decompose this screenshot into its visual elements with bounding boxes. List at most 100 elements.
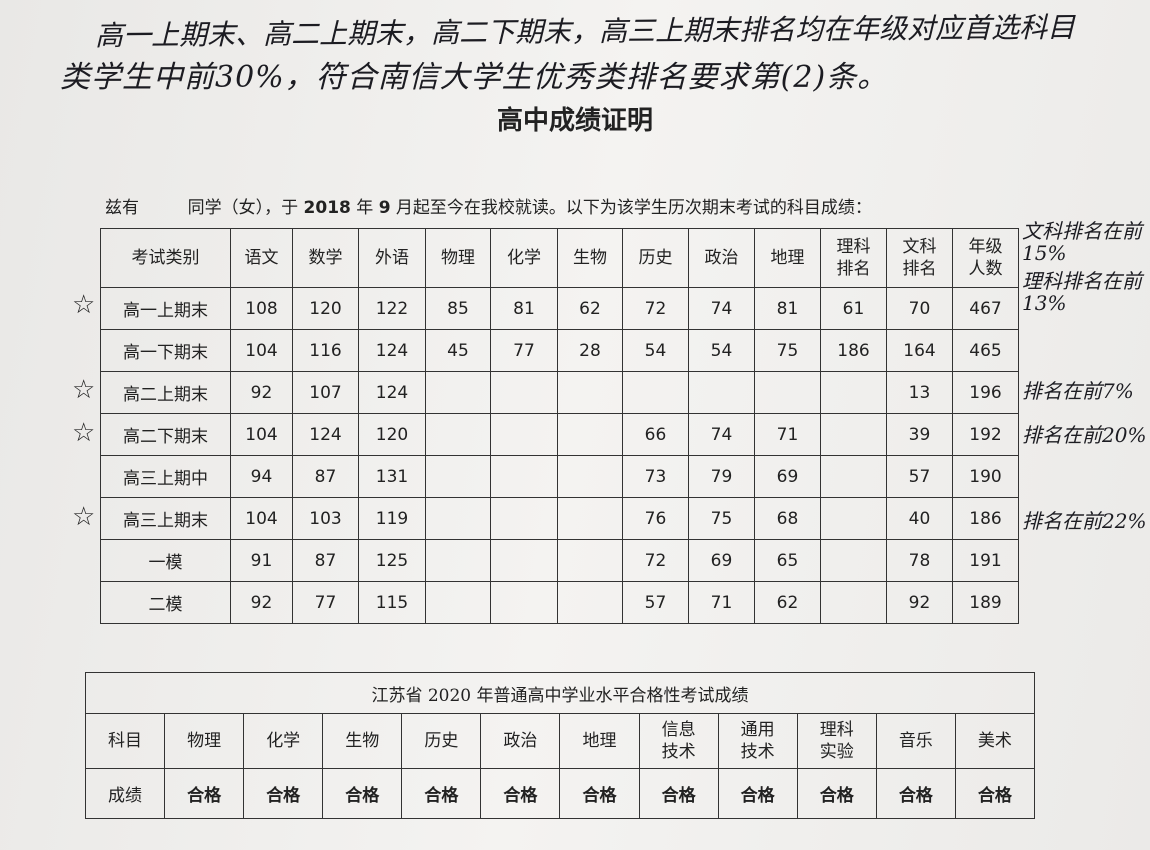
- score-cell: [820, 455, 887, 498]
- result-cell: 合格: [559, 768, 640, 819]
- score-cell: 94: [230, 455, 293, 498]
- subject-cell: 生物: [322, 713, 403, 769]
- score-cell: [820, 581, 887, 624]
- score-cell: 54: [622, 329, 689, 372]
- score-cell: [754, 371, 821, 414]
- subject-cell: 美术: [954, 713, 1036, 769]
- score-cell: [425, 497, 491, 540]
- score-cell: [490, 581, 558, 624]
- star-mark-icon: ☆: [72, 290, 96, 320]
- exam-name-cell: 高二上期末: [100, 371, 231, 414]
- handwritten-note-line2: 类学生中前30%，符合南信大学生优秀类排名要求第(2)条。: [60, 60, 889, 95]
- score-cell: 79: [688, 455, 755, 498]
- subject-cell: 科目: [84, 713, 166, 769]
- score-cell: 77: [490, 329, 558, 372]
- score-cell: [425, 581, 491, 624]
- score-cell: [557, 455, 623, 498]
- score-cell: 70: [886, 287, 953, 330]
- score-cell: 196: [952, 371, 1019, 414]
- score-cell: 124: [358, 329, 426, 372]
- table-row: 一模 91 87 125 72 69 65 78 191: [100, 539, 1019, 582]
- handwritten-note-line1: 高一上期末、高二上期末，高二下期末，高三上期末排名均在年级对应首选科目: [94, 10, 1076, 53]
- column-header: 外语: [358, 228, 426, 288]
- score-cell: 62: [754, 581, 821, 624]
- subject-cell: 理科 实验: [796, 713, 877, 769]
- score-cell: 74: [688, 413, 755, 456]
- score-cell: 120: [292, 287, 359, 330]
- score-cell: 69: [754, 455, 821, 498]
- score-cell: [490, 497, 558, 540]
- score-cell: 39: [886, 413, 953, 456]
- subject-cell: 地理: [559, 713, 640, 769]
- score-cell: 71: [688, 581, 755, 624]
- subject-cell: 政治: [480, 713, 561, 769]
- intro-text: 兹有 同学（女），于 2018 年 9 月起至今在我校就读。以下为该学生历次期末…: [105, 198, 872, 218]
- column-header: 数学: [292, 228, 359, 288]
- table-row: 高三上期末 104 103 119 76 75 68 40 186: [100, 497, 1019, 540]
- score-cell: 115: [358, 581, 426, 624]
- scores-table: 考试类别 语文 数学 外语 物理 化学 生物 历史 政治 地理 理科 排名 文科 排名 年级 人数 高一上…: [100, 228, 1019, 624]
- subject-cell: 历史: [401, 713, 482, 769]
- star-mark-icon: ☆: [72, 375, 96, 405]
- side-note: 排名在前22%: [1022, 509, 1147, 533]
- column-header: 政治: [688, 228, 755, 288]
- table-row: 高一下期末 104 116 124 45 77 28 54 54 75 186 164 465: [100, 329, 1019, 372]
- table-row: 高二上期末 92 107 124 13 196: [100, 371, 1019, 414]
- score-cell: 57: [622, 581, 689, 624]
- score-cell: 92: [886, 581, 953, 624]
- exam-name-cell: 高一上期末: [100, 287, 231, 330]
- score-cell: 124: [358, 371, 426, 414]
- score-cell: [820, 371, 887, 414]
- column-header: 生物: [557, 228, 623, 288]
- score-cell: 107: [292, 371, 359, 414]
- score-cell: 54: [688, 329, 755, 372]
- side-note: 排名在前7%: [1022, 379, 1134, 403]
- column-header: 理科 排名: [820, 228, 887, 288]
- score-cell: 73: [622, 455, 689, 498]
- result-cell: 合格: [638, 768, 719, 819]
- score-cell: 69: [688, 539, 755, 582]
- result-cell: 合格: [164, 768, 245, 819]
- score-cell: 62: [557, 287, 623, 330]
- score-cell: [820, 413, 887, 456]
- score-cell: 87: [292, 539, 359, 582]
- subject-cell: 通用 技术: [717, 713, 798, 769]
- score-cell: [622, 371, 689, 414]
- score-cell: [557, 539, 623, 582]
- score-cell: 467: [952, 287, 1019, 330]
- score-cell: 81: [754, 287, 821, 330]
- score-cell: 71: [754, 413, 821, 456]
- score-cell: 66: [622, 413, 689, 456]
- result-cell: 合格: [875, 768, 956, 819]
- proficiency-table-title: 江苏省 2020 年普通高中学业水平合格性考试成绩: [85, 672, 1035, 714]
- column-header: 年级 人数: [952, 228, 1019, 288]
- result-cell: 合格: [322, 768, 403, 819]
- score-cell: 119: [358, 497, 426, 540]
- score-cell: 164: [886, 329, 953, 372]
- score-cell: [557, 371, 623, 414]
- result-cell: 合格: [401, 768, 482, 819]
- score-cell: 76: [622, 497, 689, 540]
- exam-name-cell: 高一下期末: [100, 329, 231, 372]
- score-cell: 186: [820, 329, 887, 372]
- subject-cell: 信息 技术: [638, 713, 719, 769]
- score-cell: [820, 539, 887, 582]
- score-cell: [490, 455, 558, 498]
- score-cell: [425, 539, 491, 582]
- score-cell: [820, 497, 887, 540]
- subject-cell: 化学: [243, 713, 324, 769]
- score-cell: 65: [754, 539, 821, 582]
- exam-name-cell: 高三上期中: [100, 455, 231, 498]
- score-cell: 186: [952, 497, 1019, 540]
- subject-cell: 音乐: [875, 713, 956, 769]
- subject-cell: 物理: [164, 713, 245, 769]
- side-note: 排名在前20%: [1022, 423, 1147, 447]
- score-cell: [557, 413, 623, 456]
- score-cell: 91: [230, 539, 293, 582]
- result-cell: 合格: [243, 768, 324, 819]
- proficiency-test-table: 江苏省 2020 年普通高中学业水平合格性考试成绩 科目 物理 化学 生物 历史 政治 地理信…: [84, 672, 1036, 819]
- score-cell: 125: [358, 539, 426, 582]
- exam-name-cell: 二模: [100, 581, 231, 624]
- score-cell: 78: [886, 539, 953, 582]
- score-cell: [557, 581, 623, 624]
